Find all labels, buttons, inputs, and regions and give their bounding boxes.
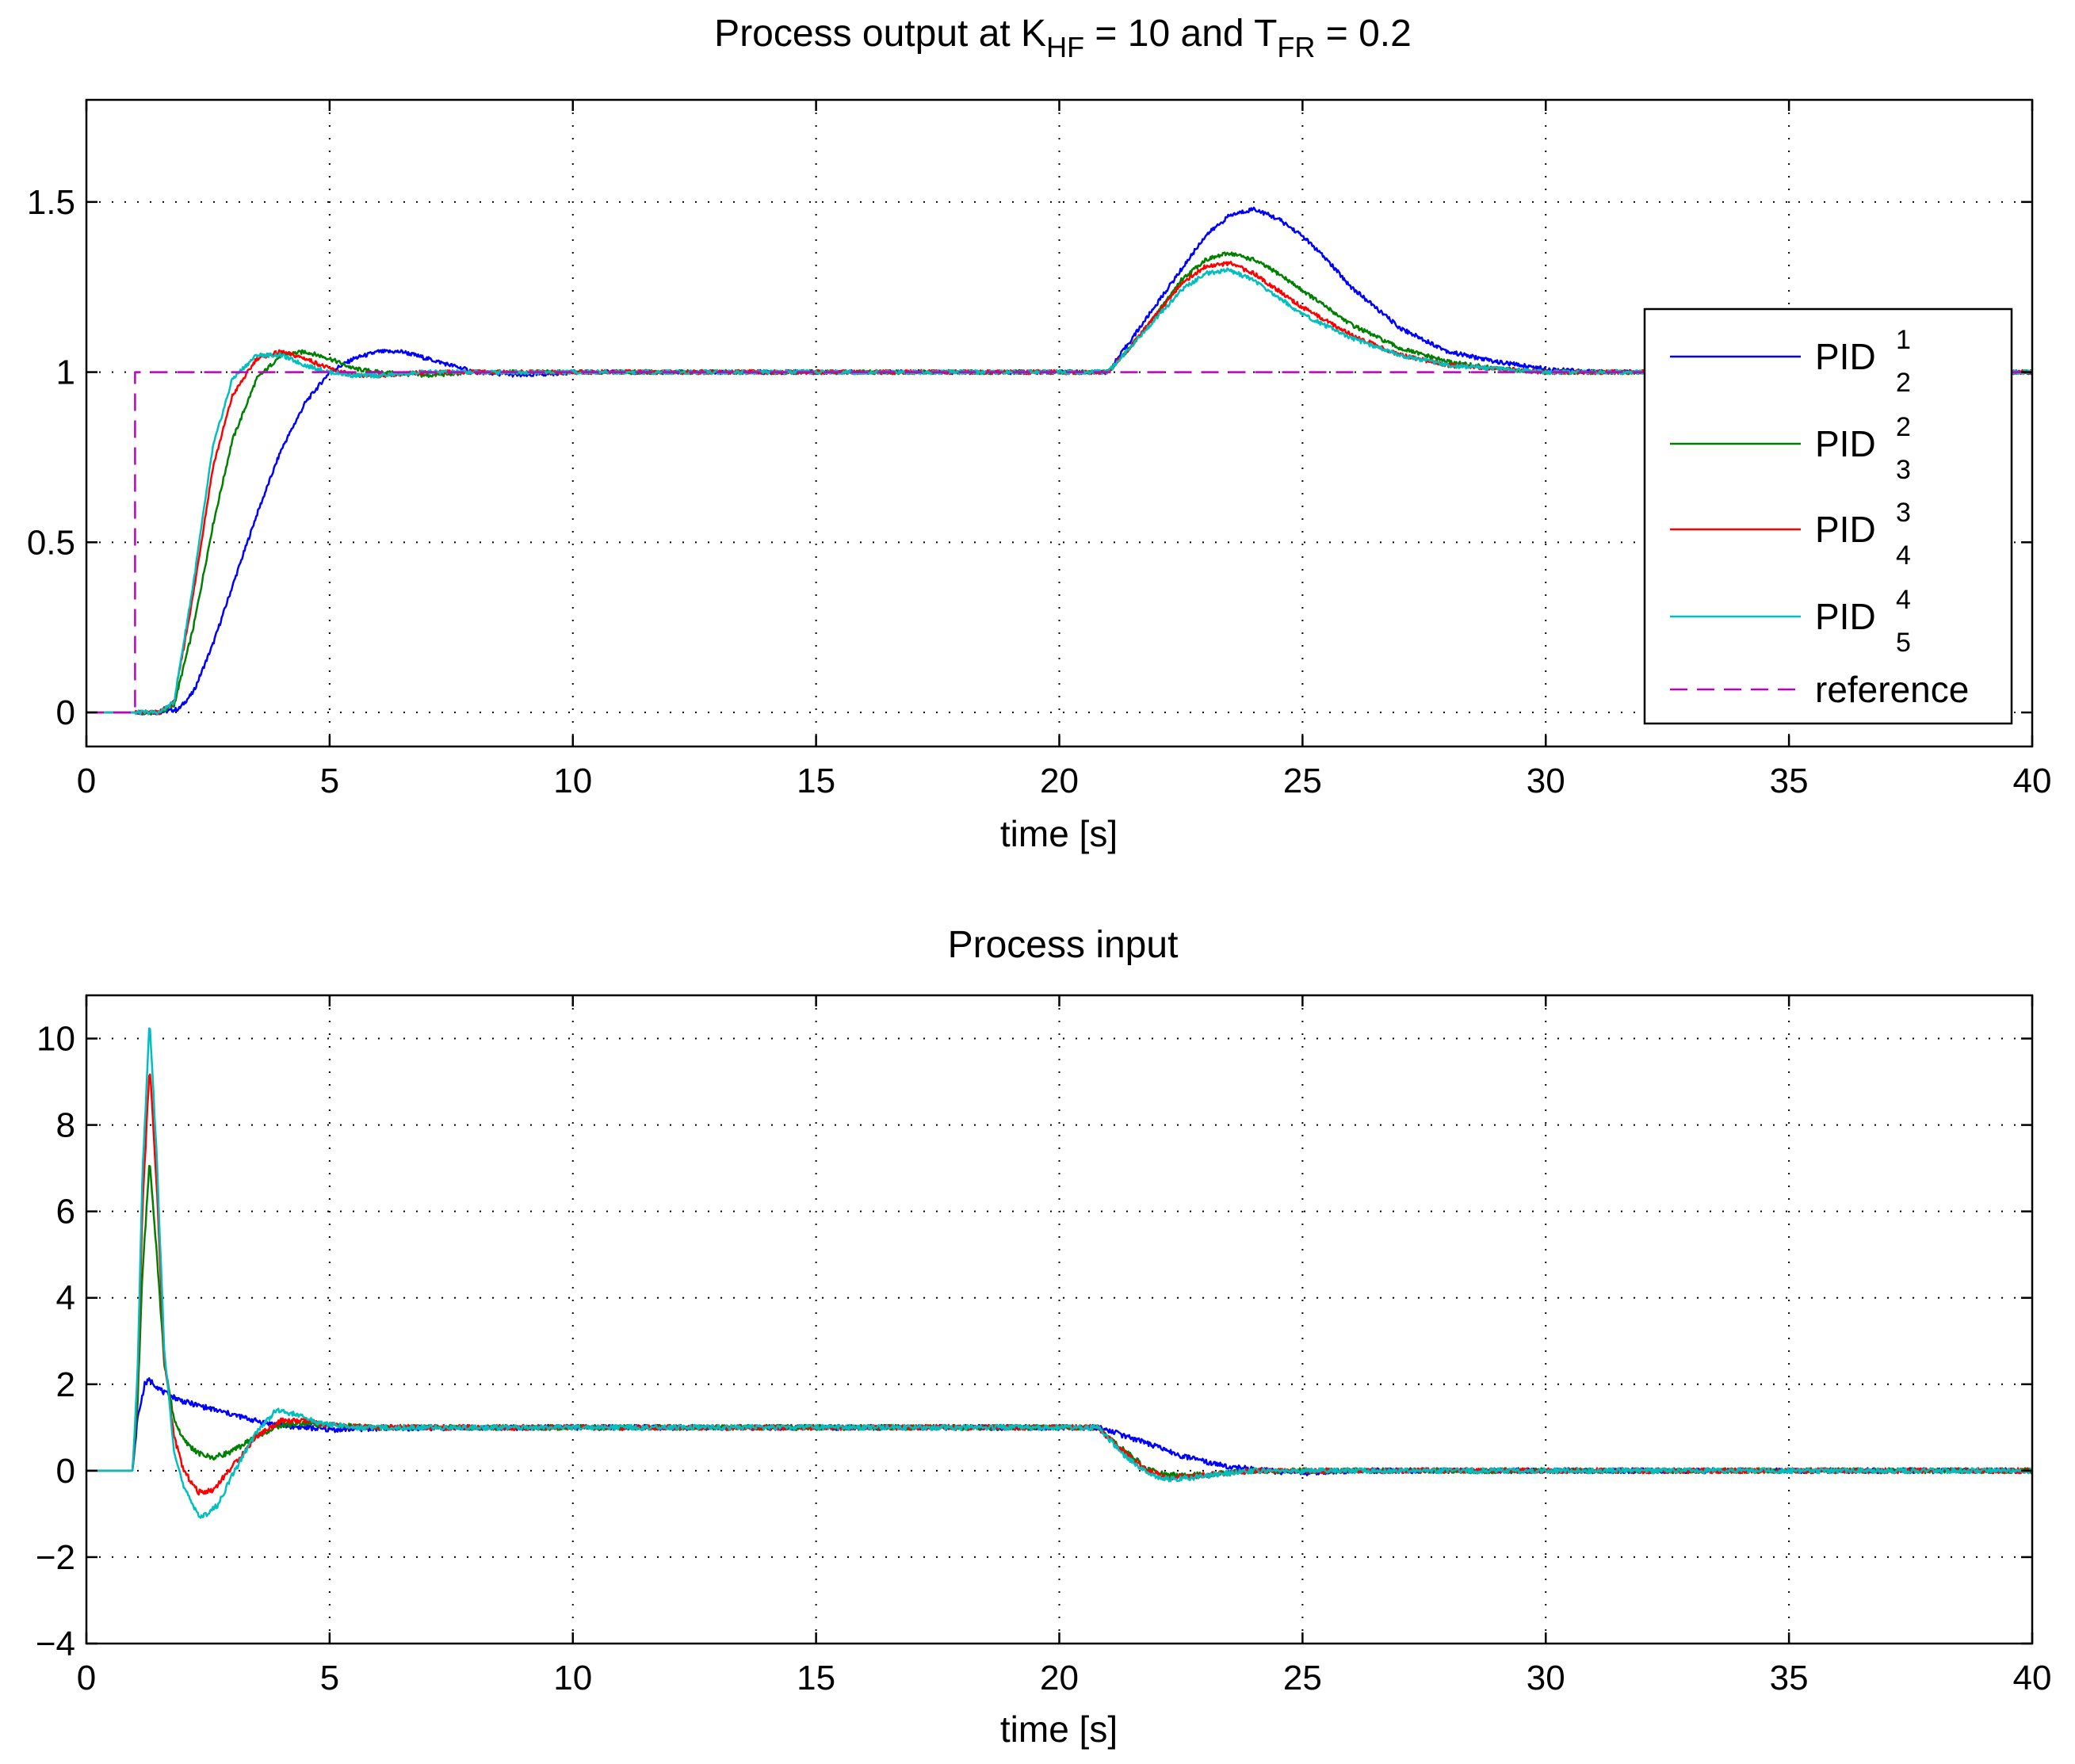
- x-tick-label: 0: [77, 762, 96, 800]
- legend-name-pid45: PID: [1815, 596, 1876, 637]
- legend-sup-pid23: 2: [1896, 412, 1911, 442]
- y-tick-label: 2: [56, 1365, 75, 1404]
- title-part-end: = 0.2: [1315, 13, 1411, 55]
- legend-sub-pid34: 4: [1896, 540, 1911, 571]
- x-tick-label: 35: [1770, 1659, 1809, 1697]
- y-tick-label: −4: [36, 1625, 75, 1663]
- legend-label-pid34: PID: [1815, 509, 1876, 550]
- x-tick-label: 5: [320, 1659, 339, 1697]
- legend-sub-pid23: 3: [1896, 455, 1911, 485]
- y-tick-label: 0: [56, 1452, 75, 1491]
- legend-sup-pid45: 4: [1896, 585, 1911, 615]
- x-axis-label-top: time [s]: [1000, 813, 1118, 854]
- x-tick-label: 35: [1770, 762, 1809, 800]
- legend-sup-pid34: 3: [1896, 498, 1911, 528]
- x-tick-label: 0: [77, 1659, 96, 1697]
- x-tick-label: 20: [1040, 762, 1079, 800]
- y-tick-label: 1.5: [27, 183, 75, 222]
- legend-box: [1643, 307, 2013, 725]
- legend: PID 1 2 PID 2 3 PID 3 4 PID 4 5 referenc…: [1643, 307, 2013, 725]
- y-tick-label: 1: [56, 353, 75, 392]
- legend-label-reference: reference: [1815, 669, 1969, 710]
- x-tick-label: 15: [797, 1659, 835, 1697]
- title-part-sub-hf: HF: [1046, 31, 1084, 63]
- y-tick-label: −2: [36, 1538, 75, 1577]
- title-part-sub-fr: FR: [1277, 31, 1315, 63]
- x-tick-label: 30: [1527, 1659, 1565, 1697]
- series-line-reference: [86, 371, 2032, 714]
- y-tick-label: 6: [56, 1193, 75, 1231]
- chart-title-top: Process output at KHF = 10 and TFR = 0.2: [714, 13, 1412, 63]
- x-tick-label: 25: [1283, 762, 1322, 800]
- legend-sub-pid12: 2: [1896, 368, 1911, 398]
- legend-sup-pid12: 1: [1896, 325, 1911, 355]
- y-tick-label: 10: [36, 1020, 75, 1059]
- y-tick-label: 8: [56, 1106, 75, 1145]
- legend-label-pid45: PID: [1815, 596, 1876, 637]
- y-tick-label: 0: [56, 693, 75, 732]
- x-tick-label: 10: [553, 762, 592, 800]
- x-tick-label: 40: [2013, 1659, 2052, 1697]
- y-tick-label: 0.5: [27, 523, 75, 562]
- legend-name-pid12: PID: [1815, 336, 1876, 377]
- y-tick-label: 4: [56, 1279, 75, 1318]
- x-tick-label: 10: [553, 1659, 592, 1697]
- x-tick-label: 40: [2013, 762, 2052, 800]
- x-tick-label: 15: [797, 762, 835, 800]
- axes-ticks-bottom: 0 5 10 15 20 25 30 35 40 −4 −2 0 2 4 6 8 10: [36, 995, 2052, 1697]
- chart-title-bottom: Process input: [948, 924, 1179, 966]
- legend-label-pid23: PID: [1815, 423, 1876, 464]
- plot-area-bottom: [86, 1027, 2034, 1519]
- x-axis-label-bottom: time [s]: [1000, 1709, 1118, 1750]
- x-tick-label: 5: [320, 762, 339, 800]
- x-tick-label: 20: [1040, 1659, 1079, 1697]
- x-tick-label: 25: [1283, 1659, 1322, 1697]
- legend-label-pid12: PID: [1815, 336, 1876, 377]
- title-part-main: Process output at K: [714, 13, 1046, 55]
- legend-name-pid34: PID: [1815, 509, 1876, 550]
- chart-process-input: Process input 0 5 10 15 20 25 30 35 40 −4 −2 0 2 4 6 8 1…: [36, 924, 2052, 1750]
- x-tick-label: 30: [1527, 762, 1565, 800]
- chart-process-output: Process output at KHF = 10 and TFR = 0.2…: [27, 13, 2052, 854]
- series-line-pid45: [86, 1027, 2034, 1519]
- legend-sub-pid45: 5: [1896, 628, 1911, 658]
- legend-name-pid23: PID: [1815, 423, 1876, 464]
- title-part-mid: = 10 and T: [1084, 13, 1277, 55]
